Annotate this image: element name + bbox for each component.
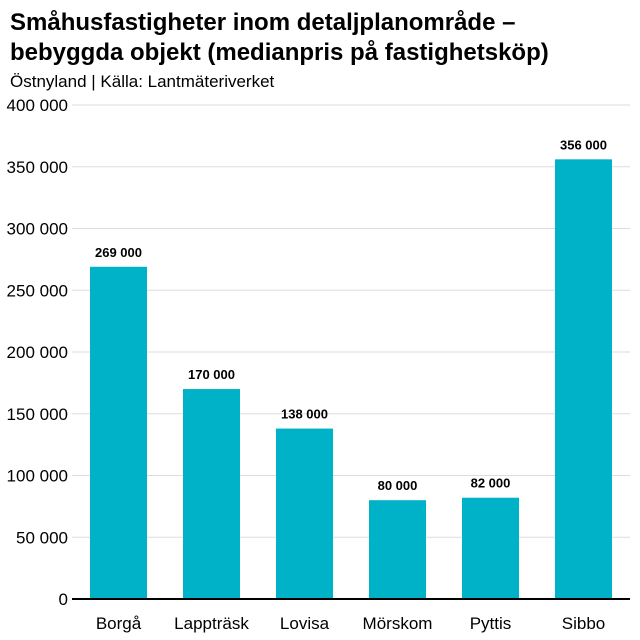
x-category-label: Mörskom bbox=[363, 614, 433, 633]
bar-value-label: 269 000 bbox=[95, 245, 142, 260]
x-category-label: Lappträsk bbox=[174, 614, 249, 633]
x-category-label: Pyttis bbox=[470, 614, 512, 633]
gridlines bbox=[72, 104, 630, 538]
chart-title: Småhusfastigheter inom detaljplanområde … bbox=[10, 9, 549, 66]
y-tick-label: 400 000 bbox=[7, 96, 68, 115]
x-axis-categories: Borgå Lappträsk Lovisa Mörskom Pyttis Sibbo bbox=[96, 614, 605, 633]
bar bbox=[462, 497, 519, 599]
bar bbox=[183, 389, 240, 599]
chart-subtitle: Östnyland | Källa: Lantmäteriverket bbox=[10, 72, 275, 91]
x-category-label: Borgå bbox=[96, 614, 142, 633]
y-tick-label: 200 000 bbox=[7, 343, 68, 362]
x-category-label: Sibbo bbox=[562, 614, 605, 633]
bar bbox=[369, 500, 426, 599]
y-axis-ticks: 0 50 000 100 000 150 000 200 000 250 000 300 0… bbox=[7, 96, 68, 609]
bar-value-label: 170 000 bbox=[188, 367, 235, 382]
y-tick-label: 50 000 bbox=[16, 528, 68, 547]
y-tick-label: 150 000 bbox=[7, 405, 68, 424]
bar bbox=[90, 266, 147, 599]
data-labels: 269 000 170 000 138 000 80 000 82 000 356 000 bbox=[95, 137, 607, 493]
bar bbox=[555, 159, 612, 599]
bar-value-label: 138 000 bbox=[281, 407, 328, 422]
y-tick-label: 300 000 bbox=[7, 220, 68, 239]
bars bbox=[90, 159, 612, 599]
y-tick-label: 100 000 bbox=[7, 467, 68, 486]
y-tick-label: 0 bbox=[59, 590, 68, 609]
bar-value-label: 82 000 bbox=[471, 476, 511, 491]
y-tick-label: 250 000 bbox=[7, 281, 68, 300]
y-tick-label: 350 000 bbox=[7, 158, 68, 177]
bar-value-label: 80 000 bbox=[378, 478, 418, 493]
bar bbox=[276, 428, 333, 599]
x-category-label: Lovisa bbox=[280, 614, 330, 633]
bar-value-label: 356 000 bbox=[560, 137, 607, 152]
